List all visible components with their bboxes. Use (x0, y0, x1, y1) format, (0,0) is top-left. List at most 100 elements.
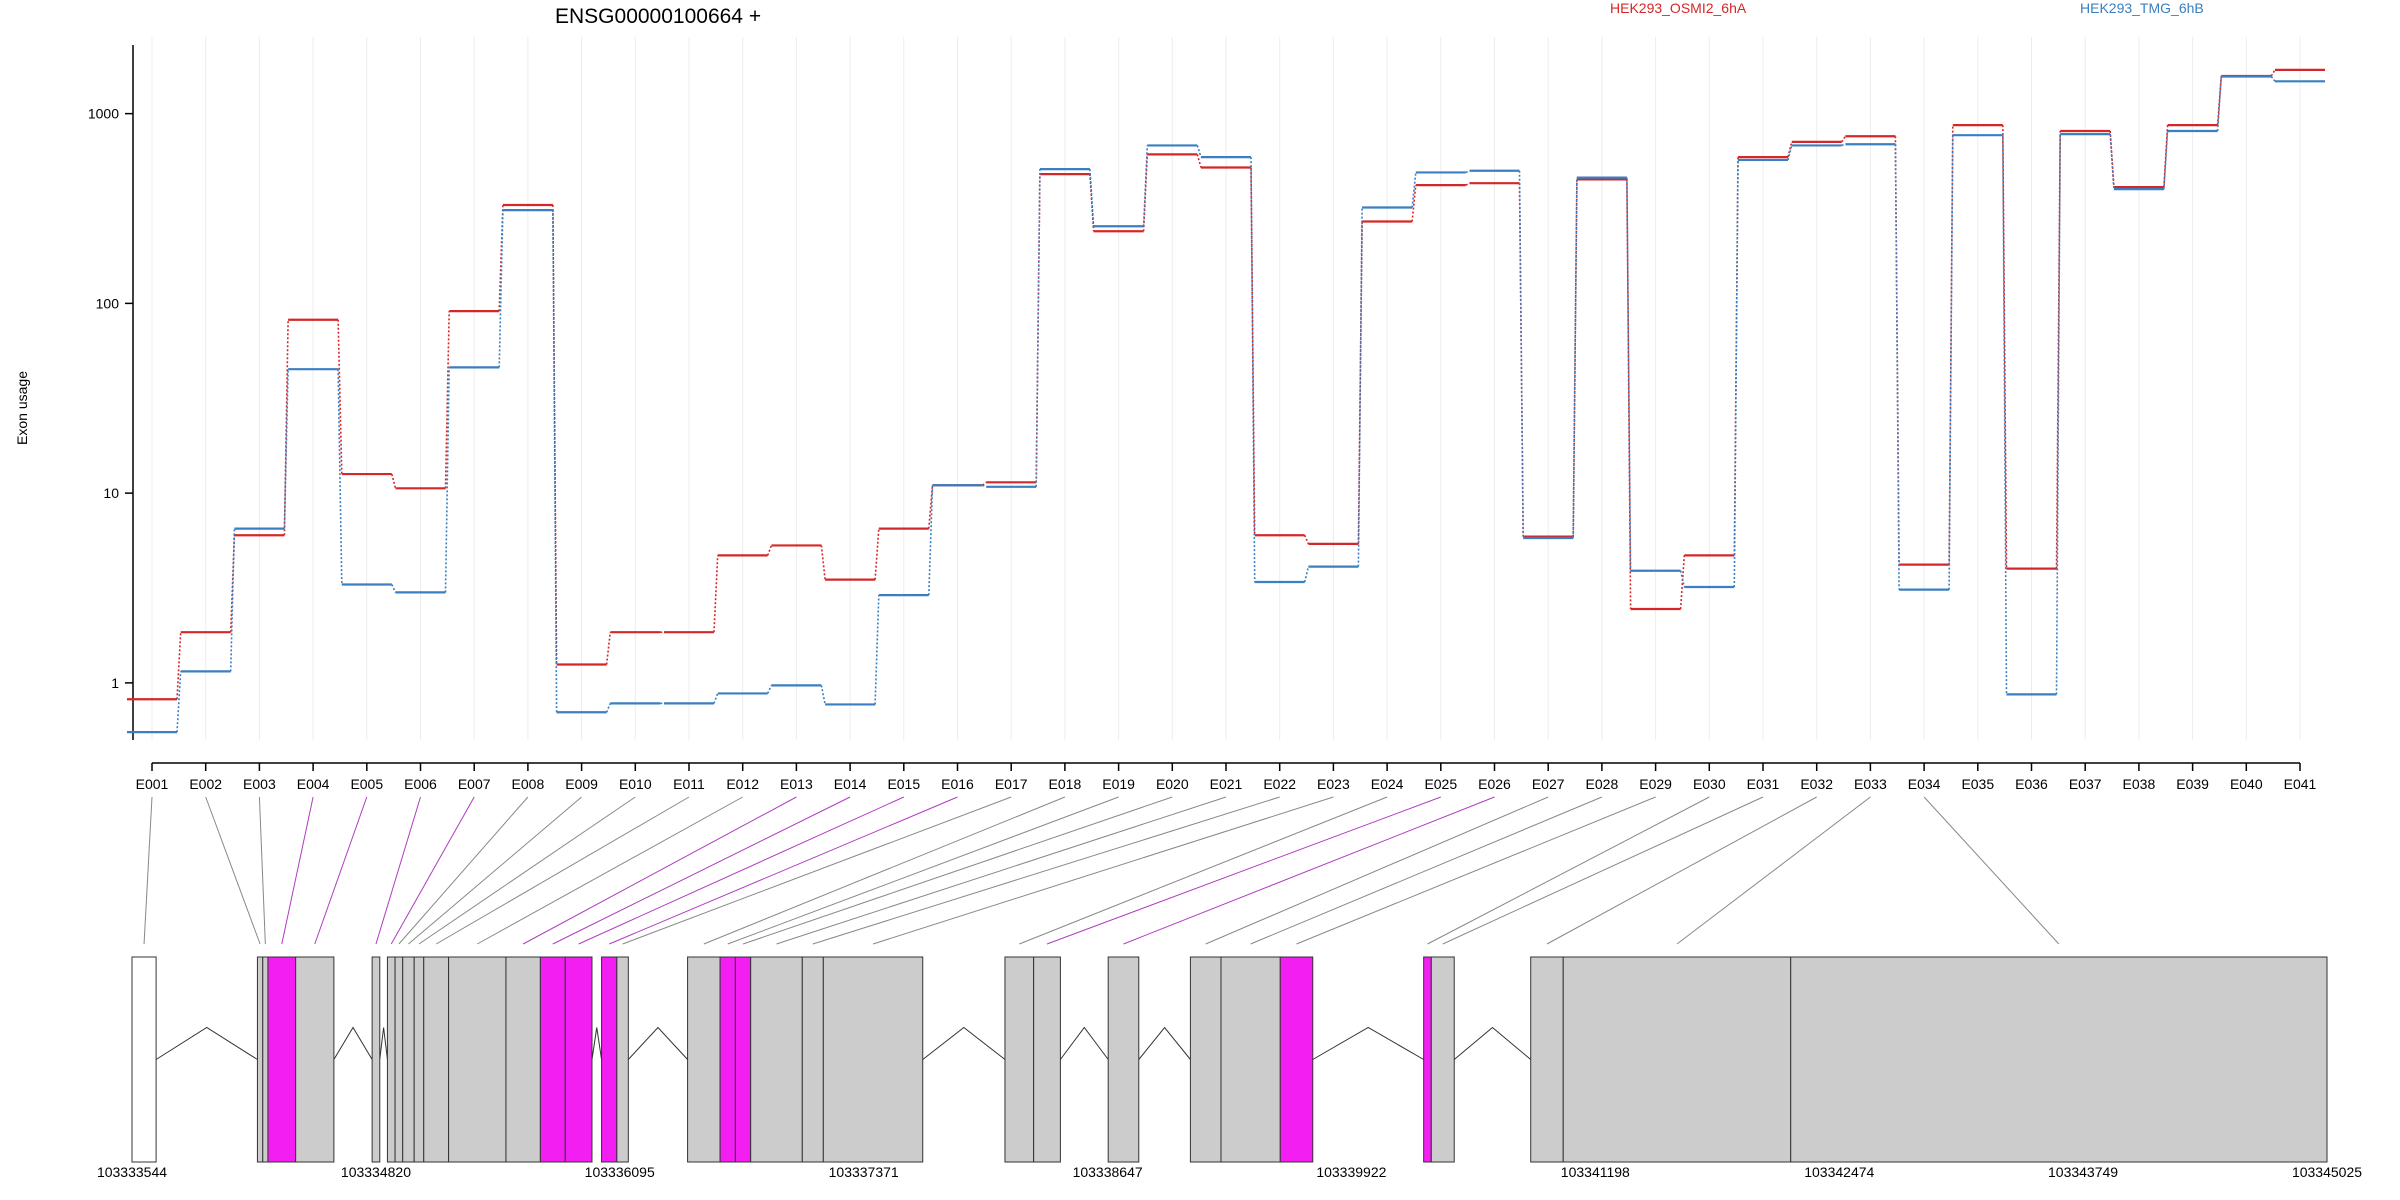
y-tick-label-10: 10 (103, 485, 119, 501)
x-tick-label-e039: E039 (2176, 776, 2209, 792)
exon-29 (1279, 956, 1314, 1163)
series-2-link-25 (1465, 170, 1470, 174)
series-1-link-39 (2216, 75, 2223, 126)
connector-9 (408, 796, 582, 945)
series-2-link-33 (1894, 144, 1900, 590)
connector-6 (375, 796, 421, 945)
connector-12 (477, 796, 743, 945)
connector-21 (776, 796, 1227, 945)
x-tick-label-e004: E004 (297, 776, 330, 792)
exon-27 (1189, 956, 1222, 1163)
series-1-link-14 (874, 528, 880, 580)
connector-14 (552, 796, 851, 945)
connector-33 (1676, 796, 1871, 945)
series-2-link-38 (2163, 130, 2169, 190)
series-2-link-19 (1142, 145, 1149, 227)
series-2-link-14 (874, 595, 880, 705)
connector-15 (578, 796, 905, 945)
x-tick-label-e031: E031 (1747, 776, 1780, 792)
connector-31 (1442, 796, 1764, 945)
connector-8 (398, 796, 529, 945)
coordinate-label-10: 103345025 (2292, 1164, 2362, 1180)
exon-6 (371, 956, 381, 1163)
exon-23 (822, 956, 924, 1163)
series-1-link-30 (1733, 157, 1739, 556)
connector-30 (1427, 796, 1710, 945)
coordinate-label-6: 103339922 (1316, 1164, 1386, 1180)
series-2-link-39 (2216, 76, 2223, 132)
x-tick-label-e033: E033 (1854, 776, 1887, 792)
coordinate-label-4: 103337371 (829, 1164, 899, 1180)
x-tick-label-e014: E014 (834, 776, 867, 792)
series-2-link-11 (713, 693, 719, 704)
coordinate-label-1: 103333544 (97, 1164, 167, 1180)
exon-1 (131, 956, 157, 1163)
exon-17 (616, 956, 629, 1163)
series-2-link-7 (498, 210, 504, 368)
series-2-link-23 (1357, 207, 1363, 567)
connector-7 (390, 796, 475, 945)
series-1-link-13 (820, 545, 826, 580)
x-tick-label-e034: E034 (1908, 776, 1941, 792)
coordinate-label-2: 103334820 (341, 1164, 411, 1180)
exon-3 (262, 956, 269, 1163)
exon-14 (539, 956, 566, 1163)
series-1-link-40 (2270, 69, 2276, 77)
coordinate-label-8: 103342474 (1804, 1164, 1874, 1180)
x-tick-label-e012: E012 (726, 776, 759, 792)
series-1-link-17 (1035, 174, 1041, 483)
x-tick-label-e021: E021 (1210, 776, 1243, 792)
series-2-link-40 (2270, 75, 2276, 82)
y-tick-label-1: 1 (111, 675, 119, 691)
exon-26 (1107, 956, 1140, 1163)
series-1-link-32 (1841, 135, 1847, 143)
intron-1 (155, 1026, 258, 1060)
series-2-link-24 (1411, 172, 1417, 208)
connector-22 (812, 796, 1280, 945)
series-2-link-30 (1733, 159, 1739, 588)
vertical-grid (151, 37, 2301, 740)
series-2-link-18 (1089, 169, 1095, 227)
series-1-link-6 (444, 311, 450, 489)
exon-34 (1790, 956, 2328, 1163)
connector-4 (281, 796, 314, 945)
series-2-link-16 (982, 484, 987, 488)
intron-31 (1453, 1026, 1532, 1060)
series-2-link-1 (176, 671, 182, 733)
series-2-link-28 (1626, 177, 1632, 571)
exon-9 (402, 956, 415, 1163)
series-2-link-12 (766, 685, 773, 694)
exon-5 (295, 956, 335, 1163)
exon-32 (1530, 956, 1564, 1163)
exon-15 (564, 956, 593, 1163)
series-1-link-20 (1196, 154, 1202, 168)
series-2-link-5 (391, 584, 397, 593)
series-1 (127, 68, 2325, 701)
legend-entry-osmi2: HEK293_OSMI2_6hA (1610, 0, 1747, 16)
exon-21 (750, 956, 803, 1163)
exon-13 (505, 956, 541, 1163)
exon-28 (1220, 956, 1281, 1163)
series-2-link-15 (928, 485, 934, 596)
connector-34 (1923, 796, 2060, 945)
x-tick-label-e009: E009 (565, 776, 598, 792)
x-tick-label-e013: E013 (780, 776, 813, 792)
series-1-link-11 (713, 555, 719, 633)
connector-26 (1123, 796, 1495, 945)
series-1-link-36 (2055, 130, 2061, 569)
series-2-link-17 (1035, 169, 1041, 487)
intron-5 (333, 1026, 373, 1060)
exon-30 (1423, 956, 1432, 1163)
x-tick-label-e011: E011 (673, 776, 705, 792)
x-tick-label-e037: E037 (2069, 776, 2102, 792)
series-2-link-3 (283, 369, 289, 529)
series-2-link-26 (1518, 170, 1524, 539)
x-tick-label-e007: E007 (458, 776, 491, 792)
exon-25 (1033, 956, 1061, 1163)
coordinate-label-7: 103341198 (1561, 1164, 1630, 1180)
x-tick-label-e025: E025 (1424, 776, 1457, 792)
intron-6 (379, 1027, 388, 1060)
series-1-link-22 (1303, 534, 1310, 545)
series-1-link-4 (337, 319, 343, 475)
y-tick-label-100: 100 (96, 295, 120, 311)
